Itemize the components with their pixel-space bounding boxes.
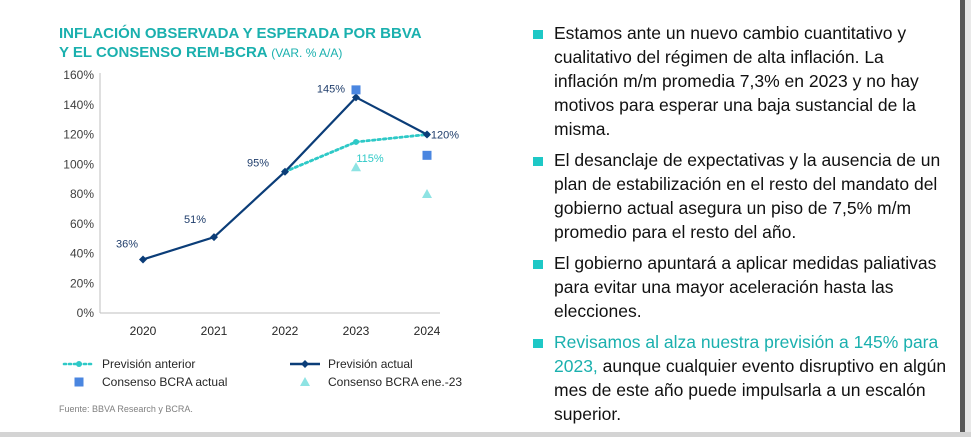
bullet-marker <box>533 339 543 348</box>
data-point <box>422 150 432 160</box>
legend-label: Previsión anterior <box>102 357 195 371</box>
legend-label: Consenso BCRA ene.-23 <box>328 375 462 389</box>
frame-border-right-outer <box>965 0 971 437</box>
y-tick-label: 120% <box>63 128 94 142</box>
data-label: 95% <box>247 158 269 170</box>
data-label: 115% <box>356 153 384 165</box>
data-point <box>281 167 289 176</box>
data-label: 145% <box>317 83 345 95</box>
bullet-item: El desanclaje de expectativas y la ausen… <box>530 148 950 244</box>
x-tick-label: 2021 <box>201 324 228 338</box>
x-tick-label: 2022 <box>272 324 299 338</box>
series-line <box>142 95 428 261</box>
data-label: 36% <box>116 238 138 250</box>
data-point <box>351 162 361 172</box>
y-tick-label: 60% <box>70 217 94 231</box>
data-point <box>352 93 360 102</box>
frame-border-bottom <box>0 432 971 437</box>
bullet-text: El gobierno apuntará a aplicar medidas p… <box>554 253 937 321</box>
bullet-item: El gobierno apuntará a aplicar medidas p… <box>530 251 950 323</box>
legend-label: Previsión actual <box>328 357 413 371</box>
x-tick-label: 2023 <box>343 324 370 338</box>
bullet-highlight: Revisamos al alza nuestra previsión a 14… <box>554 332 939 376</box>
bullet-text: El desanclaje de expectativas y la ausen… <box>554 150 941 242</box>
data-point <box>422 189 432 198</box>
x-tick-label: 2020 <box>130 324 157 338</box>
x-tick-label: 2024 <box>414 324 441 338</box>
bullet-item: Estamos ante un nuevo cambio cuantitativ… <box>530 21 950 141</box>
bullet-marker <box>533 260 543 269</box>
source-note: Fuente: BBVA Research y BCRA. <box>59 404 193 414</box>
bullet-item: Revisamos al alza nuestra previsión a 14… <box>530 330 950 426</box>
data-point <box>353 138 359 145</box>
legend-label: Consenso BCRA actual <box>102 375 227 389</box>
y-tick-label: 40% <box>70 247 94 261</box>
bullet-marker <box>533 30 543 39</box>
bullet-marker <box>533 157 543 166</box>
legend-marker <box>301 360 309 368</box>
data-point <box>423 130 431 139</box>
data-point <box>210 233 218 242</box>
chart-title-line2: Y EL CONSENSO REM-BCRA <box>59 44 268 61</box>
legend-marker <box>76 361 82 367</box>
data-label: 51% <box>184 214 206 226</box>
data-point <box>351 85 361 95</box>
bullet-text: Estamos ante un nuevo cambio cuantitativ… <box>554 23 919 139</box>
frame-border-right <box>960 0 965 437</box>
y-tick-label: 20% <box>70 276 94 290</box>
y-tick-label: 160% <box>63 68 94 82</box>
chart-title-line1: INFLACIÓN OBSERVADA Y ESPERADA POR BBVA <box>59 25 422 42</box>
y-tick-label: 0% <box>77 306 95 320</box>
chart-title-unit: (VAR. % A/A) <box>271 46 343 60</box>
bullet-text: aunque cualquier evento disruptivo en al… <box>554 356 947 424</box>
chart-title: INFLACIÓN OBSERVADA Y ESPERADA POR BBVA … <box>59 24 479 63</box>
y-tick-label: 140% <box>63 98 94 112</box>
y-tick-label: 80% <box>70 187 94 201</box>
data-point <box>139 255 147 264</box>
bullet-list: Estamos ante un nuevo cambio cuantitativ… <box>530 21 950 433</box>
legend-marker <box>74 377 84 387</box>
y-tick-label: 100% <box>63 157 94 171</box>
data-label: 120% <box>431 130 459 142</box>
inflation-chart: 0% 20% 40% 60% 80% 100% 120% 140% 160% 2020 2021 20… <box>62 68 462 389</box>
legend-marker <box>300 377 310 386</box>
